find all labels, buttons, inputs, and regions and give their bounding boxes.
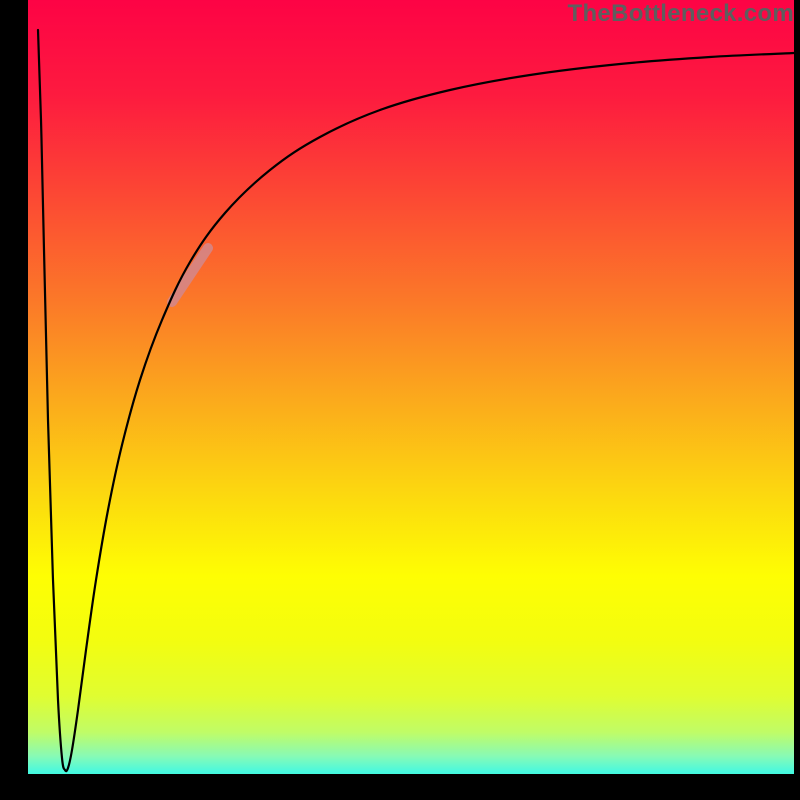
gradient-background: [0, 0, 800, 800]
watermark-text: TheBottleneck.com: [568, 0, 794, 28]
chart-container: TheBottleneck.com: [0, 0, 800, 800]
frame-left: [0, 0, 28, 800]
frame-bottom: [0, 774, 800, 800]
frame-right: [794, 0, 800, 800]
